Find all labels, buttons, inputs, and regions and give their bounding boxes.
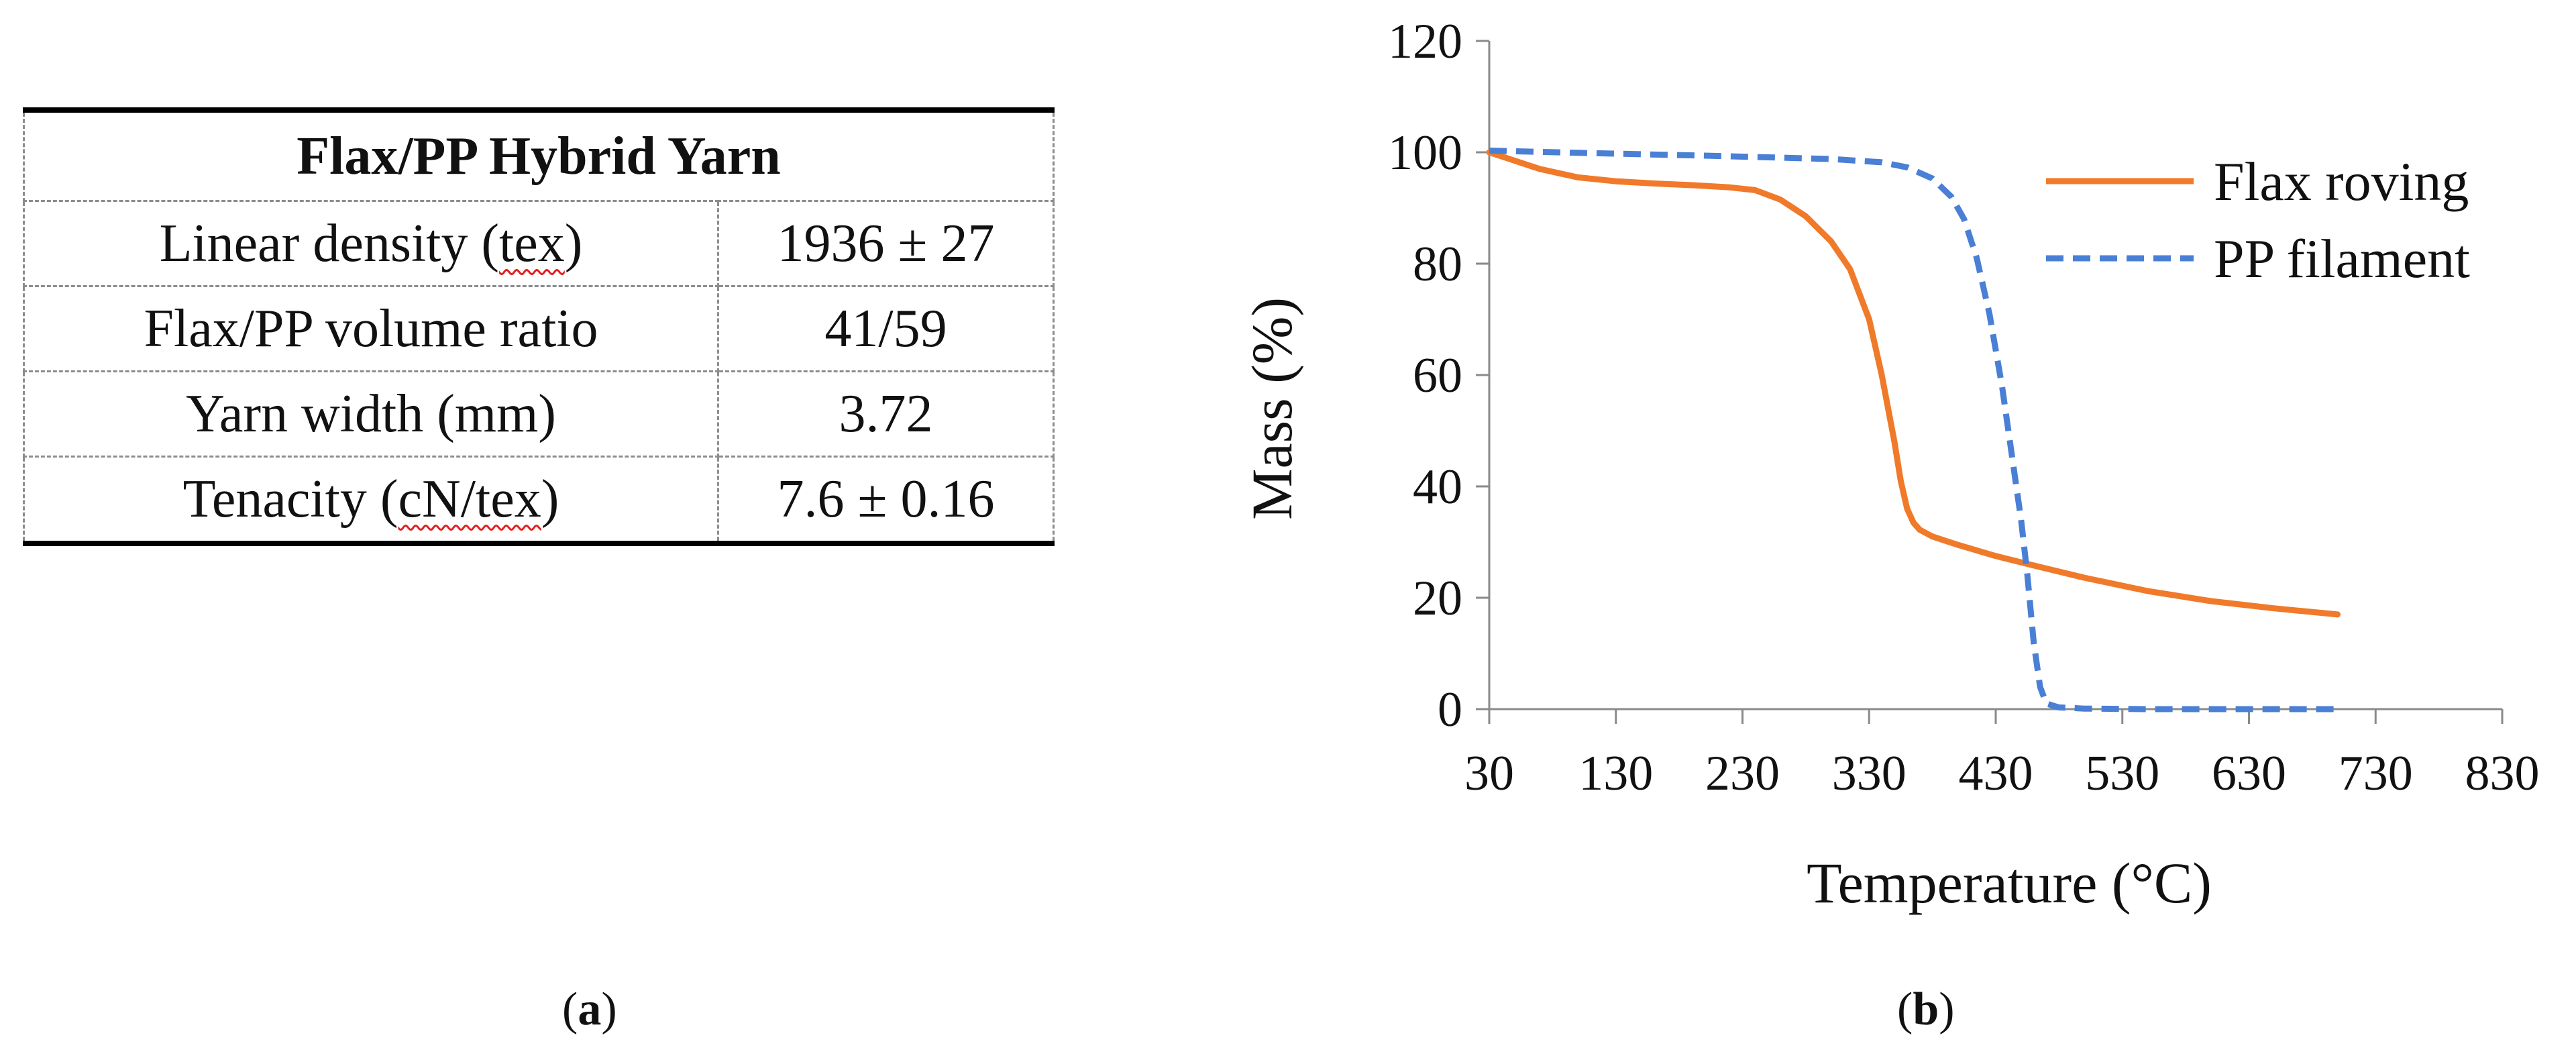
legend-label-1: PP filament [2214, 228, 2470, 289]
table-row: Flax/PP volume ratio 41/59 [23, 285, 1055, 372]
property-label: Yarn width (mm) [23, 370, 719, 458]
x-tick-label: 730 [2339, 746, 2413, 801]
y-tick-label: 20 [1413, 571, 1462, 626]
series-layer [1486, 148, 2341, 712]
x-tick-label: 330 [1832, 746, 1907, 801]
table-title: Flax/PP Hybrid Yarn [23, 107, 1055, 202]
y-tick-label: 60 [1413, 348, 1462, 403]
y-axis-title: Mass (%) [1240, 297, 1304, 520]
y-tick-label: 80 [1413, 237, 1462, 292]
yarn-properties-table-panel: Flax/PP Hybrid Yarn Linear density (tex)… [23, 107, 1055, 546]
y-tick-label: 120 [1388, 14, 1462, 69]
x-tick-label: 130 [1578, 746, 1653, 801]
x-axis-title: Temperature (°C) [1807, 851, 2212, 915]
x-tick-label: 230 [1705, 746, 1780, 801]
legend: Flax roving PP filament [2046, 151, 2470, 289]
table-row: Linear density (tex) 1936 ± 27 [23, 200, 1055, 287]
x-tick-label: 630 [2212, 746, 2286, 801]
x-tick-label: 30 [1464, 746, 1514, 801]
table-row: Tenacity (cN/tex) 7.6 ± 0.16 [23, 456, 1055, 546]
spellcheck-underlined-word: tex [499, 214, 565, 273]
axes: 0 20 40 60 80 100 120 30 130 230 330 430 530 630 730 83… [1388, 14, 2540, 801]
legend-label-0: Flax roving [2214, 151, 2469, 212]
y-tick-label: 40 [1413, 460, 1462, 515]
property-value: 1936 ± 27 [717, 200, 1055, 287]
x-tick-label: 530 [2085, 746, 2159, 801]
caption-b: (b) [1897, 984, 1955, 1035]
series-line-0 [1486, 149, 2341, 618]
series-line-1 [1489, 148, 2338, 712]
table-row: Yarn width (mm) 3.72 [23, 370, 1055, 458]
yarn-properties-table: Flax/PP Hybrid Yarn Linear density (tex)… [23, 107, 1055, 546]
y-tick-label: 0 [1438, 682, 1462, 737]
property-value: 7.6 ± 0.16 [717, 456, 1055, 546]
property-label: Flax/PP volume ratio [23, 285, 719, 372]
property-value: 3.72 [717, 370, 1055, 458]
caption-a: (a) [562, 984, 617, 1035]
property-label: Linear density (tex) [23, 200, 719, 287]
property-value: 41/59 [717, 285, 1055, 372]
property-label: Tenacity (cN/tex) [23, 456, 719, 546]
spellcheck-underlined-word: cN/tex [398, 470, 541, 529]
y-tick-label: 100 [1388, 125, 1462, 180]
table-header-row: Flax/PP Hybrid Yarn [23, 107, 1055, 202]
x-tick-label: 830 [2465, 746, 2540, 801]
x-tick-label: 430 [1959, 746, 2033, 801]
